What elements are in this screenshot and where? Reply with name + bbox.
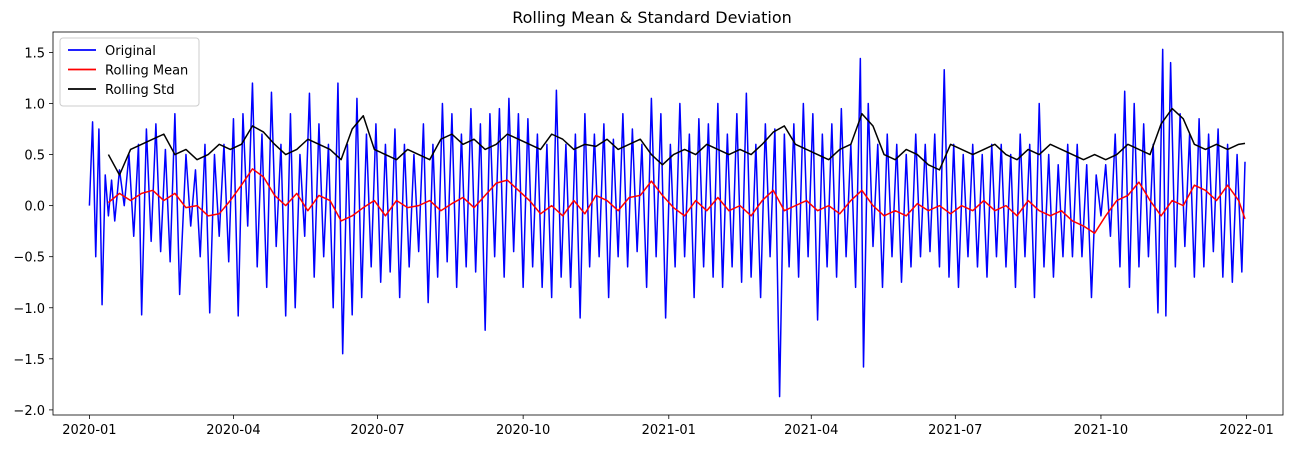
legend-label: Original — [105, 44, 156, 59]
x-axis: 2020-01 2020-04 2020-07 2020-10 2021-01 2021-… — [62, 415, 1274, 438]
series-layer — [88, 48, 1246, 398]
x-tick-label: 2021-04 — [784, 423, 838, 438]
series-line-rolling-mean — [107, 168, 1246, 234]
y-tick-label: −0.5 — [13, 251, 45, 266]
x-tick-label: 2020-01 — [62, 423, 116, 438]
x-tick-label: 2020-10 — [496, 423, 550, 438]
x-tick-label: 2021-10 — [1074, 423, 1128, 438]
x-tick-label: 2022-01 — [1219, 423, 1273, 438]
axes-frame — [52, 31, 1284, 416]
y-tick-label: 0.0 — [24, 200, 45, 215]
y-tick-label: −2.0 — [13, 404, 45, 419]
legend: Original Rolling Mean Rolling Std — [59, 37, 200, 107]
y-axis: 1.5 1.0 0.5 0.0 −0.5 −1.0 −1.5 −2.0 — [13, 46, 53, 419]
x-tick-label: 2021-01 — [642, 423, 696, 438]
chart-title: Rolling Mean & Standard Deviation — [512, 8, 792, 27]
x-tick-label: 2021-07 — [928, 423, 982, 438]
y-tick-label: 1.5 — [24, 46, 45, 61]
series-line-original — [88, 48, 1246, 398]
plot-area — [88, 48, 1246, 398]
x-tick-label: 2020-07 — [350, 423, 404, 438]
y-tick-label: 1.0 — [24, 97, 45, 112]
y-tick-label: 0.5 — [24, 149, 45, 164]
x-tick-label: 2020-04 — [206, 423, 260, 438]
y-tick-label: −1.0 — [13, 302, 45, 317]
legend-label: Rolling Mean — [105, 64, 188, 79]
series-line-rolling-std — [107, 107, 1246, 176]
y-tick-label: −1.5 — [13, 353, 45, 368]
legend-label: Rolling Std — [105, 83, 174, 98]
